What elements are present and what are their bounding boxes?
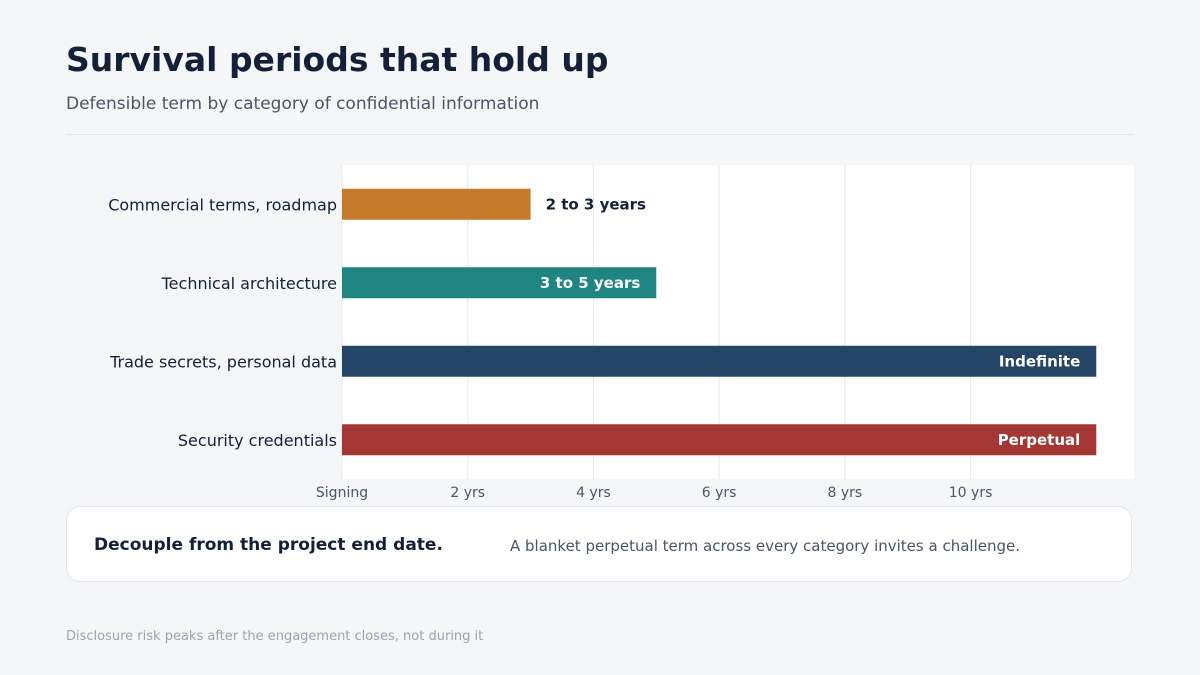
x-tick-label: Signing (316, 485, 368, 501)
category-label: Trade secrets, personal data (109, 352, 337, 371)
bar-value-label: Indefinite (999, 352, 1080, 370)
category-label: Technical architecture (161, 274, 337, 293)
chart-subtitle: Defensible term by category of confident… (66, 94, 540, 114)
bar-value-label: Perpetual (998, 431, 1081, 449)
x-tick-label: 10 yrs (949, 485, 993, 501)
x-tick-label: 6 yrs (702, 485, 737, 501)
footnote: Disclosure risk peaks after the engageme… (66, 629, 484, 644)
bar-value-label: 2 to 3 years (546, 195, 646, 213)
x-tick-label: 4 yrs (576, 485, 611, 501)
callout-text: A blanket perpetual term across every ca… (510, 537, 1020, 555)
category-label: Security credentials (178, 431, 337, 450)
callout-heading: Decouple from the project end date. (94, 535, 443, 555)
bar-value-label: 3 to 5 years (540, 274, 640, 292)
bar (342, 424, 1097, 456)
bar-chart: Signing 2 yrs 4 yrs 6 yrs 8 yrs 10 yrs Commerc… (108, 165, 1097, 501)
bar (342, 345, 1097, 377)
bar (342, 267, 657, 299)
x-tick-label: 8 yrs (828, 485, 863, 501)
callout-card: Decouple from the project end date. A bl… (66, 506, 1132, 582)
chart-title: Survival periods that hold up (66, 40, 609, 79)
bar (342, 188, 531, 220)
header-divider (66, 134, 1134, 135)
category-label: Commercial terms, roadmap (108, 195, 337, 214)
x-tick-label: 2 yrs (450, 485, 485, 501)
